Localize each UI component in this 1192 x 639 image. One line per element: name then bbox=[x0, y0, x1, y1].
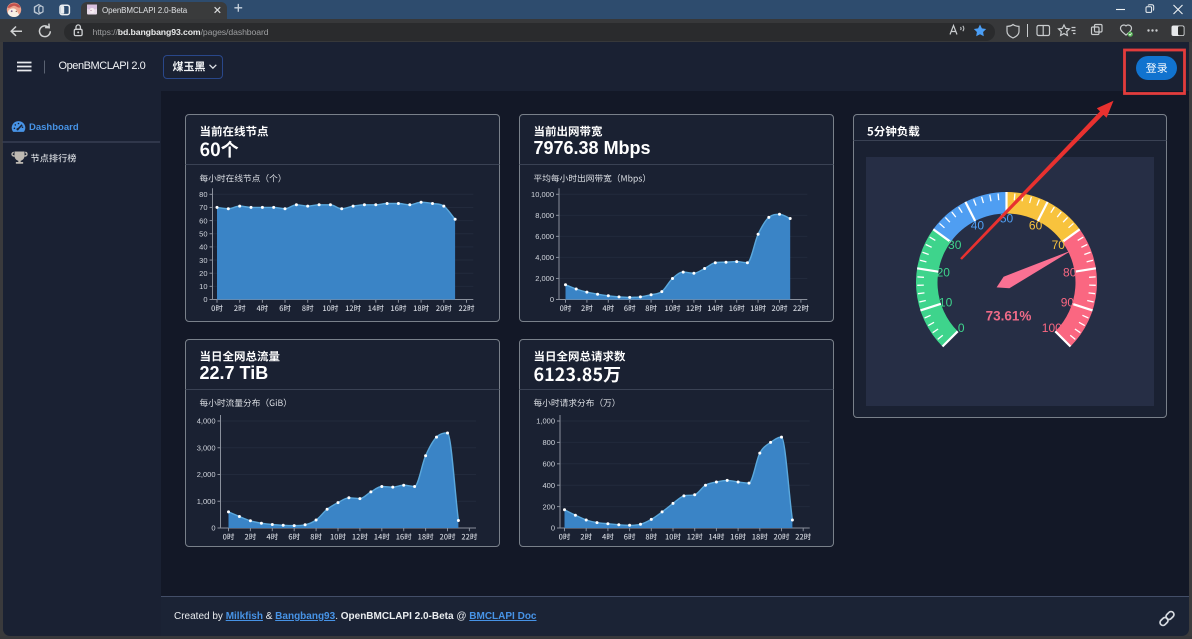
svg-text:200: 200 bbox=[542, 502, 555, 511]
svg-text:0: 0 bbox=[550, 295, 554, 304]
svg-text:90: 90 bbox=[1061, 295, 1075, 309]
svg-text:40: 40 bbox=[971, 219, 985, 233]
svg-text:1,000: 1,000 bbox=[197, 497, 216, 506]
svg-text:3,000: 3,000 bbox=[197, 443, 216, 452]
svg-text:10,000: 10,000 bbox=[531, 190, 554, 199]
svg-text:80: 80 bbox=[1063, 266, 1077, 280]
svg-text:10: 10 bbox=[199, 282, 207, 291]
svg-text:600: 600 bbox=[542, 460, 555, 469]
svg-text:4,000: 4,000 bbox=[535, 253, 554, 262]
svg-text:0: 0 bbox=[211, 524, 215, 533]
svg-text:20: 20 bbox=[199, 269, 207, 278]
svg-text:60: 60 bbox=[1029, 219, 1043, 233]
svg-text:2,000: 2,000 bbox=[197, 470, 216, 479]
svg-text:0: 0 bbox=[203, 295, 207, 304]
svg-text:60: 60 bbox=[199, 216, 207, 225]
svg-text:1,000: 1,000 bbox=[536, 417, 555, 426]
svg-text:30: 30 bbox=[199, 256, 207, 265]
svg-text:800: 800 bbox=[542, 438, 555, 447]
svg-text:10: 10 bbox=[939, 295, 953, 309]
svg-text:50: 50 bbox=[199, 229, 207, 238]
svg-text:73.61%: 73.61% bbox=[986, 309, 1032, 324]
svg-text:70: 70 bbox=[199, 203, 207, 212]
svg-text:400: 400 bbox=[542, 481, 555, 490]
svg-text:70: 70 bbox=[1052, 238, 1066, 252]
svg-text:20: 20 bbox=[937, 266, 951, 280]
svg-text:80: 80 bbox=[199, 190, 207, 199]
svg-text:4,000: 4,000 bbox=[197, 417, 216, 426]
svg-text:6,000: 6,000 bbox=[535, 232, 554, 241]
svg-text:0: 0 bbox=[551, 524, 555, 533]
svg-text:100: 100 bbox=[1042, 321, 1062, 335]
svg-text:8,000: 8,000 bbox=[535, 211, 554, 220]
svg-text:2,000: 2,000 bbox=[535, 274, 554, 283]
svg-text:30: 30 bbox=[948, 238, 962, 252]
svg-text:40: 40 bbox=[199, 243, 207, 252]
svg-text:0: 0 bbox=[958, 321, 965, 335]
